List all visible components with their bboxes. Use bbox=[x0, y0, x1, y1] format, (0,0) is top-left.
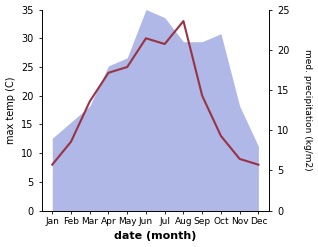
Y-axis label: med. precipitation (kg/m2): med. precipitation (kg/m2) bbox=[303, 49, 313, 171]
Y-axis label: max temp (C): max temp (C) bbox=[5, 76, 16, 144]
X-axis label: date (month): date (month) bbox=[114, 231, 197, 242]
